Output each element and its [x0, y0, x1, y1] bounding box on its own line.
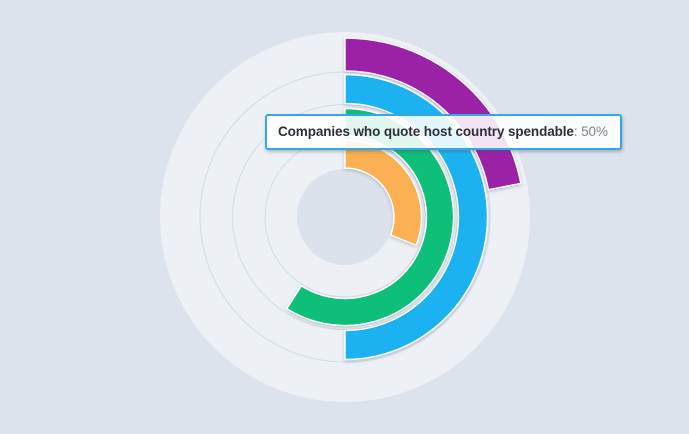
tooltip-value: 50%	[581, 124, 608, 139]
track-circle-1	[199, 71, 491, 363]
tooltip-separator: :	[573, 124, 582, 139]
ring-arc-outer[interactable]	[344, 37, 522, 191]
tooltip-series-label: Companies who quote host country spendab…	[278, 124, 574, 139]
ring-arc-inner[interactable]	[344, 139, 423, 246]
chart-tooltip: Companies who quote host country spendab…	[265, 114, 622, 150]
ring-arc-third[interactable]	[286, 107, 455, 327]
